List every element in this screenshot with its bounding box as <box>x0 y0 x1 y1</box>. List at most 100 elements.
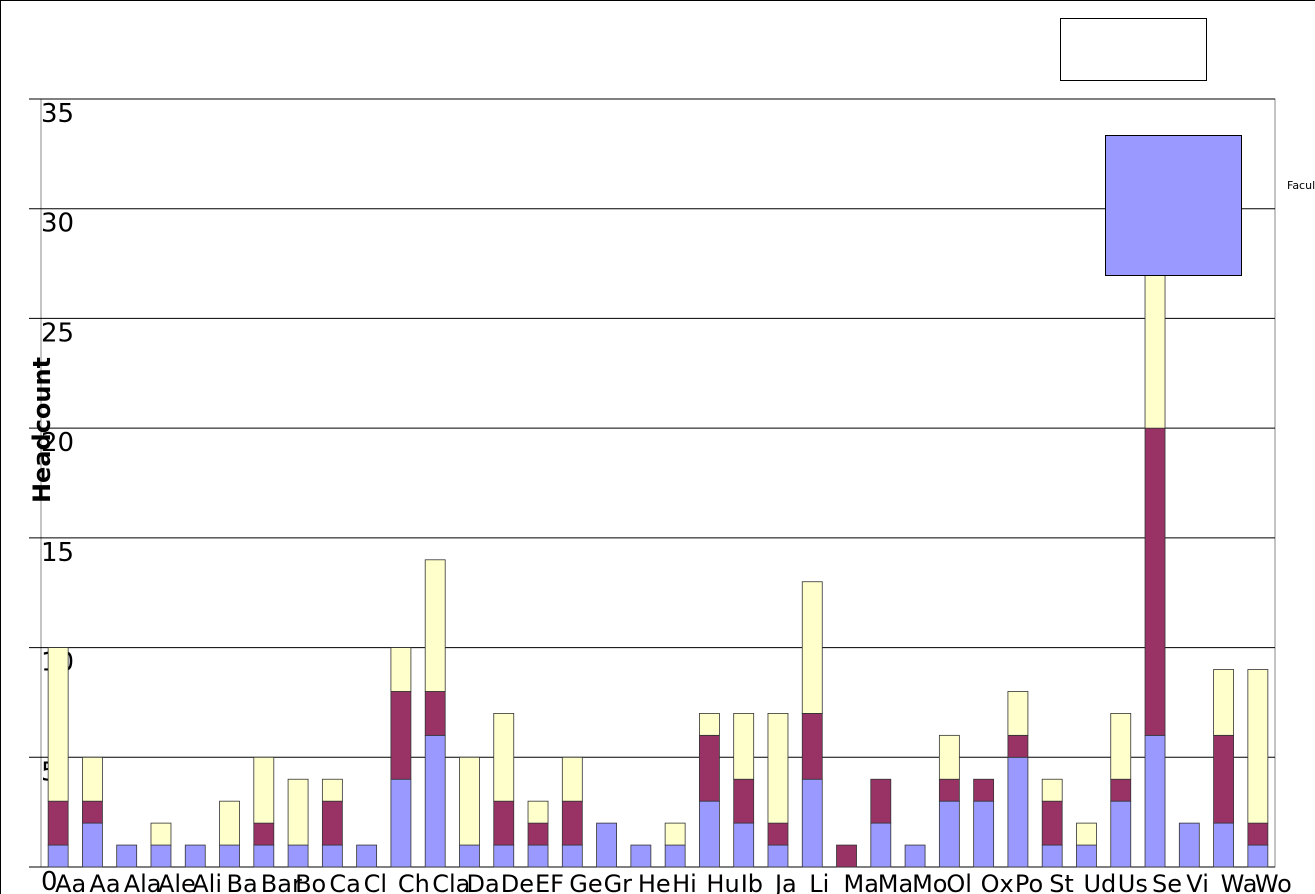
bar-segment <box>47 844 69 868</box>
x-tick-label: Bar <box>261 870 302 894</box>
x-tick-label: Da <box>466 870 499 894</box>
bar-segment <box>1247 669 1269 824</box>
bar-segment <box>1041 778 1063 802</box>
x-tick-label: Ja <box>773 870 797 894</box>
bar-segment <box>1144 734 1166 868</box>
bar-segment <box>1076 844 1097 868</box>
x-tick-label: Ch <box>398 870 430 894</box>
bar-segment <box>253 756 275 824</box>
y-tick-label: 25 <box>41 318 74 348</box>
bar-segment <box>938 800 960 868</box>
bar-segment <box>356 844 378 868</box>
bar-segment <box>699 734 720 802</box>
x-tick-label: Ali <box>192 870 222 894</box>
bar-segment <box>321 800 343 846</box>
bar-segment <box>596 822 617 868</box>
bar-segment <box>733 713 755 780</box>
bar-segment <box>390 647 412 692</box>
bar-segment <box>973 778 995 802</box>
bar-segment <box>459 844 480 868</box>
y-axis-label: Headcount <box>28 357 56 503</box>
bar-segment <box>801 713 823 780</box>
bar-segment <box>1247 822 1269 846</box>
x-tick-label: Wa <box>1221 870 1258 894</box>
legend-box <box>1060 18 1207 81</box>
bar-segment <box>527 822 549 846</box>
bar-segment <box>219 800 240 846</box>
bar-segment <box>150 822 172 846</box>
bar-segment <box>424 691 446 736</box>
bar-segment <box>561 756 583 802</box>
bar-segment <box>1110 778 1132 802</box>
bar-segment <box>321 844 343 868</box>
bar-segment <box>390 778 412 868</box>
y-tick-label: 35 <box>41 99 74 129</box>
x-tick-label: Ud <box>1083 870 1116 894</box>
bar-segment <box>1041 844 1063 868</box>
x-tick-label: Ma <box>844 870 879 894</box>
bar-segment <box>561 800 583 846</box>
bar-segment <box>1144 274 1166 429</box>
x-tick-label: Ge <box>569 870 602 894</box>
x-tick-label: Li <box>809 870 829 894</box>
x-tick-label: De <box>501 870 534 894</box>
bar-segment <box>973 800 995 868</box>
y-tick-label: 30 <box>41 209 74 239</box>
bar-segment <box>664 822 686 846</box>
bar-segment <box>1007 691 1029 736</box>
y-tick-label: 15 <box>41 538 74 568</box>
bar-segment <box>493 713 515 802</box>
bar-segment <box>424 734 446 868</box>
x-tick-label: Se <box>1152 870 1182 894</box>
bar-segment <box>150 844 172 868</box>
x-tick-label: Gr <box>604 870 633 894</box>
bar-segment <box>1213 669 1234 736</box>
x-tick-label: Vi <box>1186 870 1209 894</box>
bar-segment <box>801 581 823 714</box>
x-tick-label: EF <box>535 870 564 894</box>
x-tick-label: Ba <box>227 870 258 894</box>
x-tick-label: Wo <box>1255 870 1292 894</box>
bar-segment <box>184 844 206 868</box>
x-tick-label: Bo <box>295 870 326 894</box>
x-tick-label: Ol <box>946 870 972 894</box>
x-tick-label: Ib <box>741 870 763 894</box>
bar-segment <box>1007 756 1029 868</box>
x-tick-label: Mo <box>912 870 947 894</box>
x-tick-label: Hu <box>706 870 739 894</box>
bar-segment <box>219 844 240 868</box>
bar-segment <box>1110 800 1132 868</box>
x-tick-label: Hi <box>672 870 697 894</box>
x-tick-label: Us <box>1118 870 1148 894</box>
x-tick-label: Ma <box>878 870 913 894</box>
bar-segment <box>1144 427 1166 736</box>
bar-segment <box>493 800 515 846</box>
bar-segment <box>82 822 103 868</box>
x-tick-label: Ale <box>158 870 196 894</box>
bar-segment <box>733 778 755 824</box>
bar-segment <box>630 844 652 868</box>
x-tick-label: Ala <box>124 870 162 894</box>
bar-segment <box>82 800 103 824</box>
x-tick-label: St <box>1049 870 1074 894</box>
bar-segment <box>1076 822 1097 846</box>
bar-segment <box>733 822 755 868</box>
bar-segment <box>699 713 720 736</box>
x-tick-label: Cla <box>432 870 470 894</box>
bar-segment <box>47 647 69 802</box>
bar-segment <box>1041 800 1063 846</box>
bar-segment <box>938 734 960 780</box>
bar-segment <box>767 844 789 868</box>
x-tick-label: Cl <box>364 870 387 894</box>
bar-segment <box>1213 822 1234 868</box>
x-tick-label: He <box>638 870 671 894</box>
bar-segment <box>47 800 69 846</box>
bar-segment <box>287 844 309 868</box>
bar-segment <box>1247 844 1269 868</box>
bar-segment <box>527 844 549 868</box>
legend-swatch <box>1105 135 1242 276</box>
y-tick-label: 20 <box>41 428 74 458</box>
bar-segment <box>82 756 103 802</box>
